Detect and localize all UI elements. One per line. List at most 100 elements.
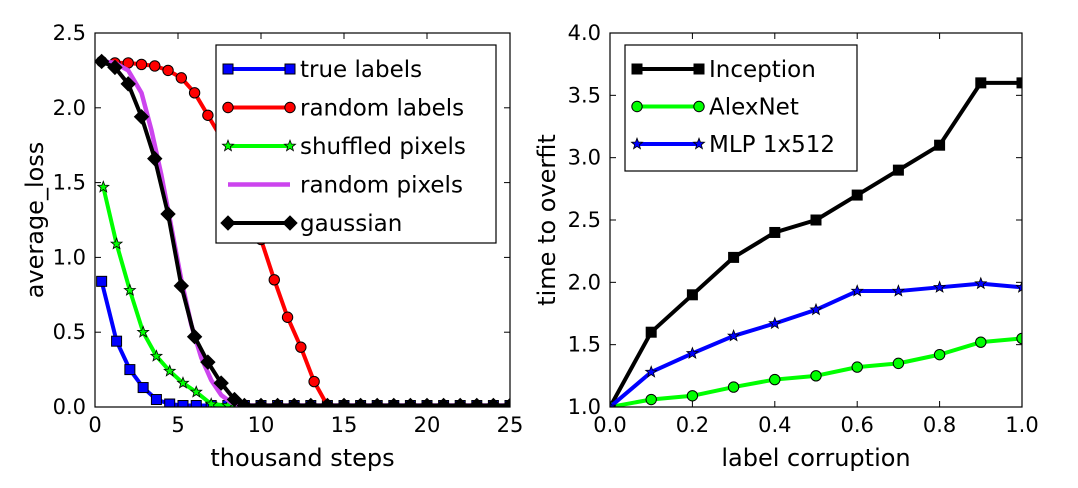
- data-point: [268, 274, 280, 286]
- x-tick-label: 0.2: [676, 413, 709, 437]
- data-point: [645, 393, 657, 406]
- data-point: [485, 397, 502, 407]
- y-tick-label: 1.0: [53, 245, 86, 269]
- legend-item: MLP 1x512: [630, 132, 835, 158]
- series-gaussian: [95, 53, 510, 407]
- legend-label: random labels: [300, 96, 464, 122]
- data-point: [934, 139, 946, 151]
- data-point: [96, 275, 108, 287]
- y-tick-label: 2.5: [53, 21, 86, 45]
- legend-item: Inception: [631, 57, 816, 83]
- data-point: [1015, 280, 1022, 293]
- data-point: [109, 236, 124, 250]
- y-tick-label: 2.0: [568, 270, 601, 294]
- legend-marker: [631, 100, 643, 113]
- data-point: [469, 397, 485, 407]
- series-alexnet: [610, 332, 1022, 407]
- data-point: [124, 364, 136, 376]
- data-point: [137, 382, 149, 394]
- legend-label: MLP 1x512: [709, 132, 835, 158]
- data-point: [892, 357, 905, 370]
- series-line: [99, 280, 510, 407]
- y-tick-label: 1.5: [568, 333, 601, 357]
- data-point: [107, 59, 123, 76]
- legend-marker: [284, 63, 296, 75]
- data-point: [177, 400, 189, 407]
- axes-frame: [94, 32, 511, 408]
- data-point: [160, 206, 176, 222]
- legend-label: shuffled pixels: [300, 134, 466, 160]
- data-point: [975, 77, 987, 89]
- x-tick-label: 20: [414, 413, 441, 437]
- x-tick-label: 0.8: [923, 413, 956, 437]
- y-tick-label: 1.0: [568, 395, 601, 419]
- legend-label: true labels: [300, 57, 422, 83]
- series-mlp-1x512: [610, 276, 1022, 407]
- legend-marker: [222, 101, 234, 114]
- legend: Inception AlexNet MLP 1x512: [624, 44, 858, 172]
- x-axis-label: thousand steps: [210, 444, 394, 472]
- y-tick-label: 4.0: [568, 21, 601, 45]
- data-point: [932, 280, 947, 293]
- y-tick-label: 3.0: [568, 146, 601, 170]
- data-point: [851, 189, 863, 201]
- y-tick-label: 0.0: [53, 395, 86, 419]
- data-point: [303, 397, 319, 407]
- data-point: [149, 349, 164, 362]
- data-point: [150, 394, 162, 406]
- x-tick-label: 0.4: [758, 413, 791, 437]
- data-point: [286, 397, 302, 407]
- plot-area: [610, 77, 1022, 407]
- data-point: [435, 397, 452, 407]
- x-tick-label: 25: [497, 413, 524, 437]
- legend-marker: [221, 139, 235, 152]
- series-true-labels: [96, 275, 510, 407]
- data-point: [136, 325, 150, 338]
- data-point: [369, 397, 385, 407]
- x-tick-label: 15: [331, 413, 358, 437]
- data-point: [728, 251, 740, 263]
- data-point: [176, 376, 190, 389]
- data-point: [202, 109, 214, 121]
- x-tick-label: 0: [88, 413, 101, 437]
- data-point: [686, 289, 698, 301]
- y-axis-label: average_loss: [21, 142, 49, 299]
- series-inception: [610, 77, 1022, 407]
- data-point: [111, 335, 123, 347]
- data-point: [686, 390, 699, 402]
- legend-item: gaussian: [220, 211, 402, 237]
- legend-item: random pixels: [228, 173, 463, 199]
- data-point: [891, 284, 906, 297]
- data-point: [452, 397, 468, 407]
- data-point: [162, 64, 174, 77]
- data-point: [135, 58, 148, 71]
- data-point: [727, 381, 740, 393]
- data-point: [644, 365, 658, 378]
- data-point: [386, 397, 402, 407]
- x-tick-label: 5: [171, 413, 184, 437]
- data-point: [809, 302, 823, 316]
- data-point: [1016, 77, 1022, 89]
- data-point: [189, 385, 203, 398]
- data-point: [281, 311, 294, 323]
- y-tick-label: 2.5: [568, 208, 601, 232]
- data-point: [123, 283, 137, 296]
- data-point: [851, 361, 863, 373]
- legend-label: random pixels: [300, 173, 463, 199]
- data-point: [974, 276, 988, 290]
- data-point: [685, 346, 700, 360]
- y-tick-label: 3.5: [568, 83, 601, 107]
- data-point: [186, 328, 203, 345]
- y-axis-label: time to overfit: [533, 134, 561, 306]
- data-point: [502, 397, 510, 407]
- series-line: [610, 281, 1022, 407]
- legend-item: random labels: [222, 96, 464, 122]
- legend-marker: [283, 139, 297, 152]
- legend-label: gaussian: [300, 211, 402, 237]
- data-point: [810, 370, 822, 382]
- data-point: [213, 375, 229, 391]
- data-point: [133, 109, 150, 125]
- data-point: [892, 164, 904, 176]
- y-tick-label: 0.5: [53, 320, 86, 344]
